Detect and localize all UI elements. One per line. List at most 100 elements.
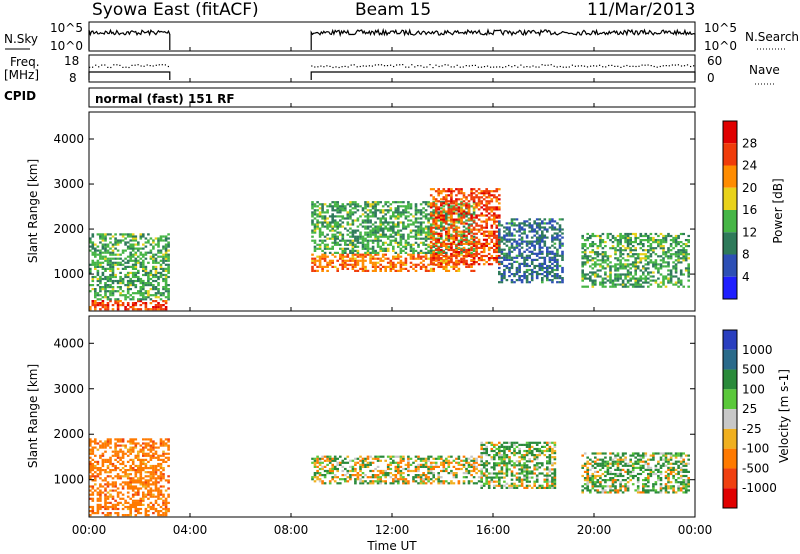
heatmap-cell	[152, 477, 155, 480]
heatmap-cell	[460, 233, 463, 236]
heatmap-cell	[321, 215, 324, 218]
heatmap-cell	[672, 236, 675, 240]
noise-left-tick-bottom: 10^0	[50, 39, 83, 53]
heatmap-cell	[440, 201, 443, 204]
heatmap-cell	[321, 253, 324, 256]
heatmap-cell	[445, 220, 448, 223]
heatmap-cell	[629, 239, 632, 242]
heatmap-cell	[558, 230, 562, 233]
heatmap-cell	[475, 248, 478, 252]
heatmap-cell	[157, 241, 160, 244]
heatmap-cell	[126, 473, 130, 476]
heatmap-cell	[472, 235, 476, 238]
heatmap-cell	[379, 209, 382, 212]
heatmap-cell	[323, 459, 327, 462]
heatmap-cell	[394, 211, 398, 214]
heatmap-cell	[131, 245, 135, 248]
heatmap-cell	[518, 270, 521, 274]
heatmap-cell	[485, 202, 488, 205]
heatmap-cell	[652, 239, 655, 242]
heatmap-cell	[364, 231, 367, 234]
heatmap-cell	[94, 243, 97, 246]
heatmap-cell	[147, 233, 150, 236]
heatmap-cell	[381, 474, 385, 477]
heatmap-cell	[129, 233, 132, 236]
heatmap-cell	[369, 469, 372, 473]
heatmap-cell	[139, 304, 143, 307]
heatmap-cell	[687, 265, 690, 268]
nave-point	[593, 65, 595, 67]
heatmap-cell	[487, 263, 491, 266]
heatmap-cell	[619, 261, 622, 264]
heatmap-cell	[477, 224, 481, 227]
heatmap-cell	[523, 275, 526, 278]
heatmap-cell	[311, 265, 314, 268]
heatmap-cell	[480, 224, 483, 227]
heatmap-cell	[518, 222, 521, 225]
heatmap-cell	[399, 261, 403, 264]
noise-right-label: N.Search	[745, 30, 799, 44]
heatmap-cell	[495, 257, 499, 260]
heatmap-cell	[465, 219, 468, 222]
heatmap-cell	[662, 283, 665, 286]
heatmap-cell	[376, 480, 380, 483]
heatmap-cell	[331, 467, 334, 471]
heatmap-cell	[404, 478, 408, 481]
heatmap-cell	[321, 211, 324, 214]
heatmap-cell	[328, 237, 332, 240]
heatmap-cell	[508, 230, 511, 233]
heatmap-cell	[384, 233, 387, 236]
heatmap-cell	[457, 455, 461, 458]
heatmap-cell	[662, 234, 665, 238]
heatmap-cell	[149, 243, 153, 246]
heatmap-cell	[452, 265, 456, 268]
heatmap-cell	[167, 257, 170, 260]
heatmap-cell	[321, 241, 324, 244]
heatmap-cell	[336, 251, 339, 254]
heatmap-cell	[419, 265, 423, 268]
heatmap-cell	[339, 239, 342, 242]
heatmap-cell	[404, 211, 408, 214]
heatmap-cell	[452, 472, 456, 475]
heatmap-cell	[323, 211, 327, 214]
heatmap-cell	[470, 259, 473, 262]
heatmap-cell	[407, 223, 410, 226]
heatmap-cell	[682, 232, 685, 236]
heatmap-cell	[399, 243, 403, 246]
heatmap-cell	[455, 202, 458, 205]
heatmap-cell	[354, 211, 357, 214]
heatmap-cell	[121, 507, 125, 511]
heatmap-cell	[475, 467, 478, 471]
heatmap-cell	[477, 198, 481, 201]
heatmap-cell	[429, 467, 433, 471]
heatmap-cell	[354, 265, 357, 268]
heatmap-cell	[434, 247, 438, 250]
heatmap-cell	[402, 223, 405, 226]
heatmap-cell	[162, 477, 165, 480]
heatmap-cell	[369, 247, 372, 250]
heatmap-cell	[503, 264, 506, 268]
heatmap-cell	[328, 205, 332, 208]
heatmap-cell	[91, 450, 95, 453]
heatmap-cell	[422, 255, 425, 258]
nave-point	[568, 66, 570, 68]
heatmap-cell	[376, 265, 380, 268]
heatmap-cell	[417, 217, 420, 220]
heatmap-cell	[445, 246, 448, 249]
heatmap-cell	[445, 222, 448, 225]
heatmap-cell	[505, 258, 509, 261]
heatmap-cell	[96, 448, 100, 451]
nave-point	[502, 66, 504, 69]
heatmap-cell	[447, 261, 451, 264]
heatmap-cell	[152, 452, 155, 455]
heatmap-cell	[157, 255, 160, 258]
heatmap-cell	[644, 275, 648, 278]
heatmap-cell	[538, 226, 542, 229]
heatmap-cell	[482, 474, 486, 477]
heatmap-cell	[487, 252, 491, 256]
heatmap-cell	[636, 255, 640, 258]
heatmap-cell	[450, 482, 453, 485]
heatmap-cell	[402, 221, 405, 224]
heatmap-cell	[498, 273, 501, 276]
heatmap-cell	[119, 257, 122, 260]
